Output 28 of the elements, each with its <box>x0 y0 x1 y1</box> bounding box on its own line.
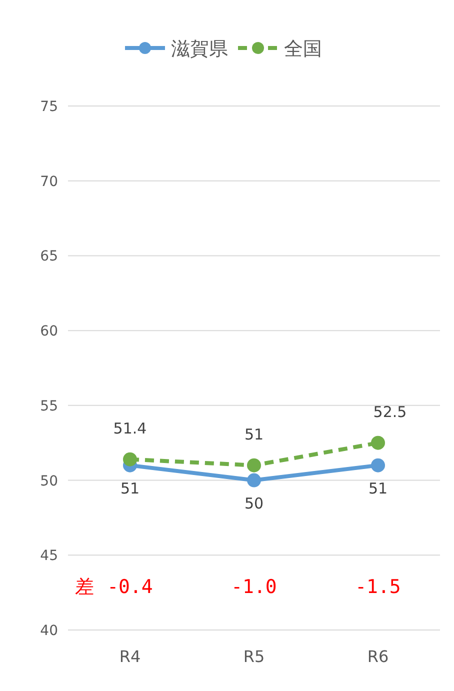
annotation: -1.0 <box>231 576 277 598</box>
y-tick-label: 70 <box>40 174 58 190</box>
point <box>247 473 261 488</box>
legend-label: 全国 <box>284 38 322 60</box>
point <box>123 452 137 466</box>
point <box>371 436 385 450</box>
data-label: 52.5 <box>373 402 407 421</box>
data-label: 50 <box>244 494 264 512</box>
y-tick-label: 60 <box>40 324 58 340</box>
y-tick-label: 40 <box>40 623 58 639</box>
data-label: 51 <box>120 479 140 498</box>
point <box>371 458 385 472</box>
data-label: 51.4 <box>113 419 147 438</box>
annotation: -1.5 <box>355 576 401 598</box>
x-tick-label: R6 <box>367 647 389 666</box>
y-tick-label: 65 <box>40 248 58 265</box>
y-tick-label: 50 <box>40 473 58 490</box>
x-tick-label: R5 <box>243 647 265 666</box>
legend-label: 滋賀県 <box>171 38 228 60</box>
y-tick-label: 75 <box>40 99 58 115</box>
point <box>247 458 261 472</box>
annotation: 差 <box>75 576 94 598</box>
annotation: -0.4 <box>107 576 153 598</box>
x-tick-label: R4 <box>119 647 141 666</box>
y-tick-label: 55 <box>40 398 58 414</box>
data-label: 51 <box>244 425 264 444</box>
data-label: 51 <box>368 479 388 498</box>
y-tick-label: 45 <box>40 548 58 564</box>
